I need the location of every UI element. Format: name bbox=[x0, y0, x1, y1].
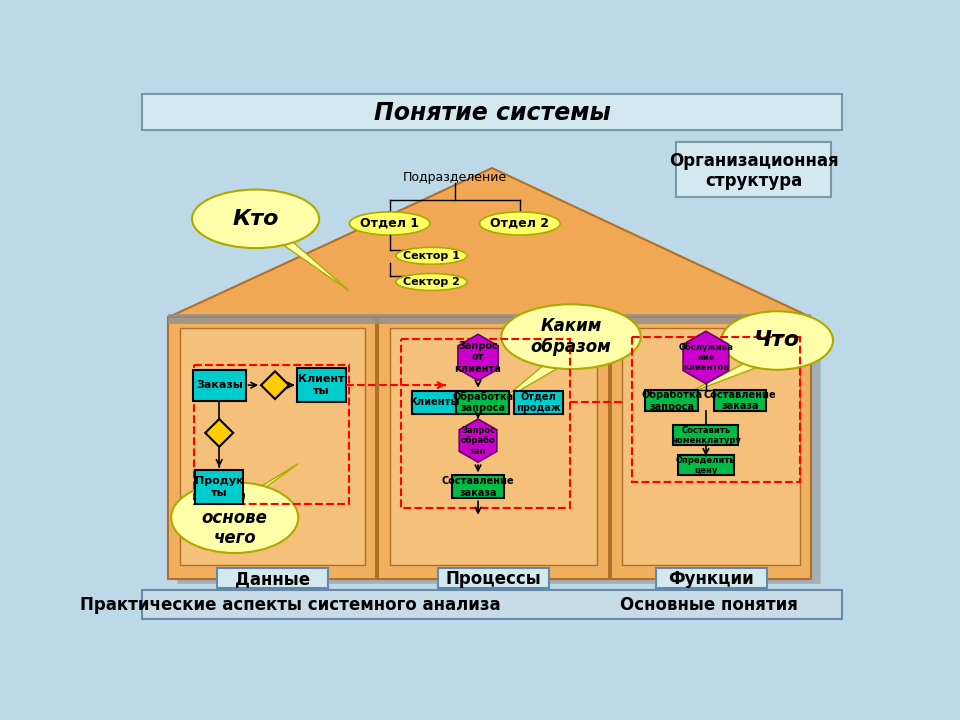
FancyBboxPatch shape bbox=[195, 470, 243, 504]
FancyBboxPatch shape bbox=[180, 328, 365, 565]
Ellipse shape bbox=[396, 274, 468, 290]
FancyBboxPatch shape bbox=[673, 426, 738, 445]
Polygon shape bbox=[684, 331, 729, 384]
Text: Что: Что bbox=[755, 330, 801, 351]
FancyBboxPatch shape bbox=[622, 328, 801, 565]
Text: Сектор 1: Сектор 1 bbox=[403, 251, 460, 261]
Ellipse shape bbox=[192, 189, 319, 248]
FancyBboxPatch shape bbox=[193, 370, 246, 400]
FancyBboxPatch shape bbox=[142, 590, 842, 619]
Text: Заказы: Заказы bbox=[196, 380, 243, 390]
Text: Определить
цену: Определить цену bbox=[676, 456, 735, 475]
FancyBboxPatch shape bbox=[515, 390, 563, 414]
FancyBboxPatch shape bbox=[142, 94, 842, 130]
Text: Организационная
структура: Организационная структура bbox=[669, 152, 839, 191]
Text: Клиент
ты: Клиент ты bbox=[299, 374, 345, 396]
FancyBboxPatch shape bbox=[217, 568, 328, 588]
Text: Отдел
продаж: Отдел продаж bbox=[516, 391, 561, 413]
Text: Кто: Кто bbox=[232, 209, 278, 229]
Text: Запрос
от
клиента: Запрос от клиента bbox=[455, 341, 501, 374]
FancyBboxPatch shape bbox=[452, 475, 504, 498]
Text: Запрос
обрабо
тан: Запрос обрабо тан bbox=[461, 426, 495, 456]
Ellipse shape bbox=[501, 305, 641, 369]
Text: Клиенты: Клиенты bbox=[409, 397, 459, 407]
FancyBboxPatch shape bbox=[438, 568, 549, 588]
Polygon shape bbox=[685, 357, 771, 395]
Text: Понятие системы: Понятие системы bbox=[373, 102, 611, 125]
FancyBboxPatch shape bbox=[412, 390, 456, 414]
Ellipse shape bbox=[396, 248, 468, 264]
Text: Функции: Функции bbox=[668, 570, 755, 588]
Polygon shape bbox=[458, 334, 498, 381]
Text: Обработка
запроса: Обработка запроса bbox=[641, 390, 703, 412]
Ellipse shape bbox=[480, 212, 561, 235]
FancyBboxPatch shape bbox=[612, 318, 811, 579]
FancyBboxPatch shape bbox=[168, 318, 375, 579]
Text: Составление
заказа: Составление заказа bbox=[442, 476, 515, 498]
Text: Каким
образом: Каким образом bbox=[531, 317, 612, 356]
FancyBboxPatch shape bbox=[456, 390, 509, 414]
Text: Обслужива
ние
клиентов: Обслужива ние клиентов bbox=[679, 343, 733, 372]
Polygon shape bbox=[459, 419, 497, 462]
Text: Составить
номенклатуру: Составить номенклатуру bbox=[671, 426, 741, 445]
FancyBboxPatch shape bbox=[713, 390, 766, 411]
Text: Составление
заказа: Составление заказа bbox=[704, 390, 777, 411]
Polygon shape bbox=[261, 372, 289, 399]
FancyBboxPatch shape bbox=[168, 313, 811, 324]
Text: Отдел 2: Отдел 2 bbox=[491, 217, 549, 230]
Polygon shape bbox=[500, 360, 565, 402]
Polygon shape bbox=[205, 419, 233, 446]
Text: Основные понятия: Основные понятия bbox=[620, 596, 798, 614]
Ellipse shape bbox=[721, 311, 833, 370]
Text: Сектор 2: Сектор 2 bbox=[403, 277, 460, 287]
Text: Продук
ты: Продук ты bbox=[195, 476, 244, 498]
Text: Практические аспекты системного анализа: Практические аспекты системного анализа bbox=[81, 596, 501, 614]
Polygon shape bbox=[248, 464, 299, 495]
Ellipse shape bbox=[171, 482, 299, 553]
Text: На
основе
чего: На основе чего bbox=[202, 487, 268, 547]
Polygon shape bbox=[168, 168, 811, 318]
Text: Процессы: Процессы bbox=[445, 570, 541, 588]
FancyBboxPatch shape bbox=[378, 318, 609, 579]
Polygon shape bbox=[178, 174, 821, 584]
FancyBboxPatch shape bbox=[677, 142, 831, 197]
Polygon shape bbox=[271, 237, 348, 290]
FancyBboxPatch shape bbox=[645, 390, 698, 411]
Text: Подразделение: Подразделение bbox=[403, 171, 507, 184]
FancyBboxPatch shape bbox=[390, 328, 597, 565]
FancyBboxPatch shape bbox=[656, 568, 767, 588]
FancyBboxPatch shape bbox=[678, 455, 733, 475]
Text: Обработка
запроса: Обработка запроса bbox=[452, 391, 514, 413]
Ellipse shape bbox=[349, 212, 430, 235]
Text: Данные: Данные bbox=[235, 570, 310, 588]
Text: Отдел 1: Отдел 1 bbox=[360, 217, 420, 230]
FancyBboxPatch shape bbox=[298, 368, 346, 402]
